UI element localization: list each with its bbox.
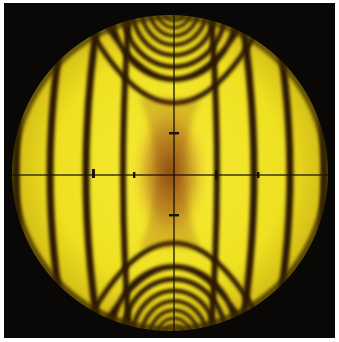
interference-figure (4, 3, 335, 338)
fringe-left-3 (82, 15, 104, 331)
reticle-tick-left-inner (133, 172, 136, 178)
reticle-tick-left-outer (92, 169, 95, 178)
reticle-tick-lower (169, 214, 179, 217)
field-rim-shadow (12, 15, 328, 331)
microscope-field-viewport (4, 3, 335, 338)
reticle-ticks (92, 132, 260, 217)
reticle-tick-right-inner (215, 170, 218, 180)
reticle-tick-right-outer (257, 172, 260, 178)
reticle-tick-upper (169, 132, 179, 135)
field-stop-mask (4, 3, 335, 338)
center-hourglass-shading (140, 98, 200, 248)
fringe-left-4 (120, 15, 133, 331)
